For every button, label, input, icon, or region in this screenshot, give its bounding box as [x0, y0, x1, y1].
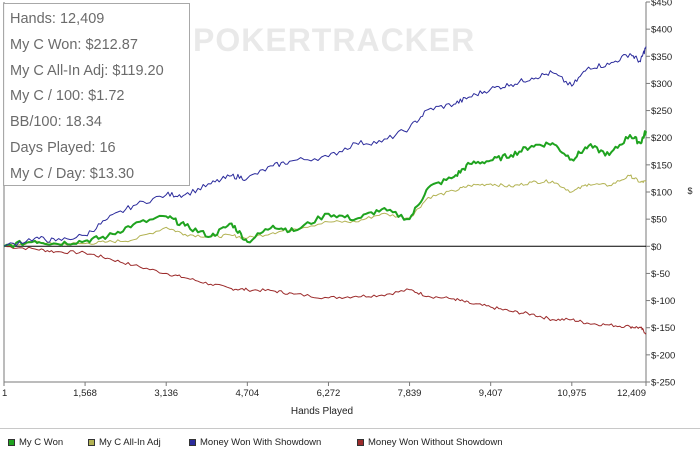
- y-tick-label: $-100: [651, 296, 675, 307]
- y-tick-label: $450: [651, 0, 672, 9]
- chart-canvas: 1 1,568 3,136 4,704 6,272 7,839 9,407 10,975 12,…: [2, 0, 693, 417]
- stat-days-played: Days Played: 16: [10, 139, 116, 156]
- y-tick-label: $0: [651, 242, 662, 253]
- y-axis: $-250 $-200 $-150 $-100 $-50 $0 $50 $100 $150 $20…: [646, 0, 675, 389]
- legend-item-all-in-adj[interactable]: My C All-In Adj: [88, 437, 161, 448]
- legend-label: My C Won: [19, 437, 64, 448]
- x-axis: 1 1,568 3,136 4,704 6,272 7,839 9,407 10,975 12,…: [2, 382, 647, 399]
- legend-swatch: [88, 439, 95, 446]
- legend-label: Money Won Without Showdown: [368, 437, 503, 448]
- y-tick-label: $400: [651, 25, 672, 36]
- plot-area: [3, 2, 647, 383]
- chart-legend: My C Won My C All-In Adj Money Won With …: [0, 428, 700, 460]
- legend-item-with-showdown[interactable]: Money Won With Showdown: [189, 437, 321, 448]
- y-tick-label: $-250: [651, 378, 675, 389]
- stat-bb-per-100: BB/100: 18.34: [10, 114, 102, 131]
- x-tick-label: 3,136: [154, 388, 178, 399]
- y-tick-label: $50: [651, 215, 667, 226]
- stat-all-in-adj: My C All-In Adj: $119.20: [10, 62, 164, 79]
- series-with-showdown: [3, 46, 647, 247]
- stat-my-c-won: My C Won: $212.87: [10, 36, 138, 53]
- series-all-in-adj: [3, 174, 647, 247]
- series-without-showdown: [3, 245, 647, 335]
- stat-hands: Hands: 12,409: [10, 11, 105, 27]
- legend-item-without-showdown[interactable]: Money Won Without Showdown: [357, 437, 502, 448]
- legend-item-my-c-won[interactable]: My C Won: [8, 437, 63, 448]
- x-tick-label: 10,975: [557, 388, 586, 399]
- y-tick-label: $-50: [651, 269, 670, 280]
- y-tick-label: $150: [651, 160, 672, 171]
- legend-swatch: [189, 439, 196, 446]
- x-tick-label: 12,409: [617, 388, 646, 399]
- stats-panel: Hands: 12,409 My C Won: $212.87 My C All…: [3, 3, 190, 186]
- x-tick-label: 4,704: [235, 388, 259, 399]
- x-tick-label: 6,272: [317, 388, 341, 399]
- stat-my-c-per-day: My C / Day: $13.30: [10, 165, 135, 182]
- y-tick-label: $100: [651, 188, 672, 199]
- y-tick-label: $-150: [651, 323, 675, 334]
- series-my-c-won: [3, 130, 647, 249]
- pokertracker-watermark: POKERTRACKER: [193, 22, 476, 58]
- y-tick-label: $-200: [651, 350, 675, 361]
- x-tick-label: 1: [2, 388, 7, 399]
- y-tick-label: $250: [651, 106, 672, 117]
- legend-label: Money Won With Showdown: [200, 437, 322, 448]
- legend-label: My C All-In Adj: [99, 437, 161, 448]
- y-tick-label: $350: [651, 52, 672, 63]
- x-axis-label: Hands Played: [291, 406, 353, 417]
- x-tick-label: 9,407: [479, 388, 503, 399]
- y-tick-label: $300: [651, 79, 672, 90]
- stat-my-c-per-100: My C / 100: $1.72: [10, 88, 125, 105]
- y-tick-label: $200: [651, 133, 672, 144]
- x-tick-label: 1,568: [73, 388, 97, 399]
- x-tick-label: 7,839: [398, 388, 422, 399]
- legend-swatch: [8, 439, 15, 446]
- y-axis-label: $: [687, 186, 692, 196]
- legend-swatch: [357, 439, 364, 446]
